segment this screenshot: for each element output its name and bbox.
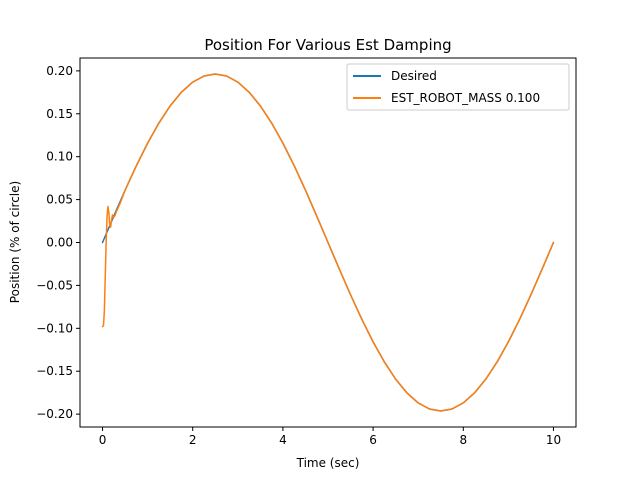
x-axis-label: Time (sec)	[296, 456, 360, 470]
y-tick-label: −0.20	[36, 407, 73, 421]
legend-box	[346, 63, 570, 111]
y-tick-label: −0.10	[36, 321, 73, 335]
y-tick-label: −0.05	[36, 278, 73, 292]
y-axis-ticks: 0.20 0.15 0.10 0.05 0.00 −0.05 −0.10 −0.15 −0.20	[36, 64, 80, 421]
x-tick-label: 10	[546, 433, 561, 447]
x-tick-label: 6	[369, 433, 377, 447]
y-tick-label: 0.20	[46, 64, 73, 78]
y-axis-label: Position (% of circle)	[8, 181, 22, 303]
series-layer	[101, 73, 555, 412]
y-tick-label: 0.00	[46, 236, 73, 250]
legend-label-desired: Desired	[391, 69, 437, 83]
series-line-est-robot-mass	[101, 73, 555, 412]
y-tick-label: 0.05	[46, 193, 73, 207]
x-tick-label: 2	[189, 433, 197, 447]
chart-title: Position For Various Est Damping	[204, 36, 451, 54]
legend-label-est-robot-mass: EST_ROBOT_MASS 0.100	[391, 91, 540, 105]
x-tick-label: 4	[279, 433, 287, 447]
legend: Desired EST_ROBOT_MASS 0.100	[346, 63, 570, 111]
y-tick-label: 0.15	[46, 107, 73, 121]
x-tick-label: 8	[459, 433, 467, 447]
x-axis-ticks: 0 2 4 6 8 10	[99, 427, 561, 447]
y-tick-label: 0.10	[46, 150, 73, 164]
y-tick-label: −0.15	[36, 364, 73, 378]
x-tick-label: 0	[99, 433, 107, 447]
